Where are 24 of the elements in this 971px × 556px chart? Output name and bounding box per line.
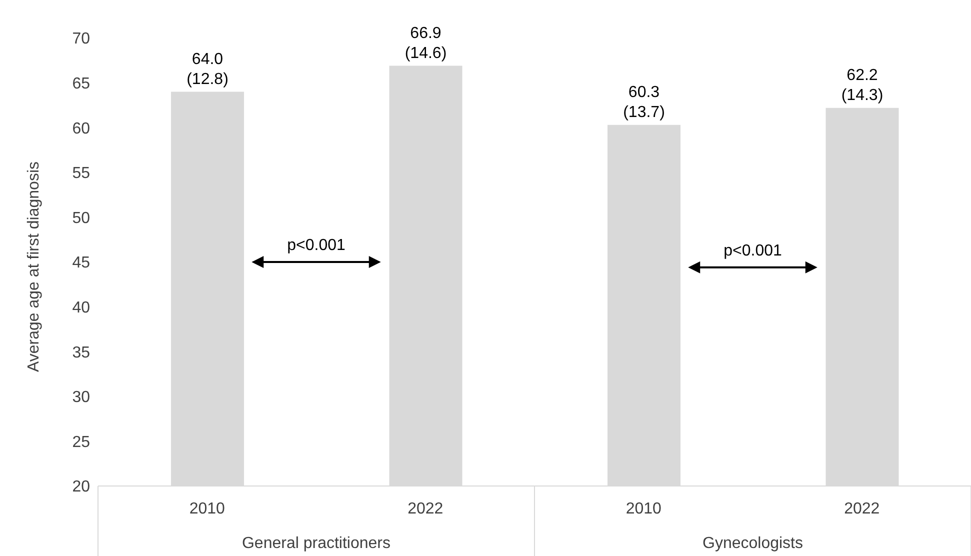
data-label: 66.9 (14.6) [404,24,447,62]
y-tick-label: 35 [72,344,90,362]
data-label: 60.3 (13.7) [623,84,665,121]
x-tick-label: 2022 [408,500,444,518]
x-tick-label: 2010 [626,500,662,518]
text: General practitioners [242,535,391,552]
y-tick-label: 55 [72,165,90,182]
y-tick-label: 25 [72,434,90,451]
y-axis-title: Average age at first diagnosis [26,162,43,372]
y-tick-label: 70 [72,30,90,48]
y-tick-label: 30 [72,389,90,406]
x-tick-label: 2022 [844,500,880,518]
y-tick-label: 60 [72,120,90,138]
annotation: p<0.001 [724,242,782,260]
annotation: p<0.001 [287,237,346,254]
y-tick-label: 20 [72,478,90,496]
y-tick-label: 50 [72,210,90,227]
text: Gynecologists [702,535,803,552]
y-tick-label: 65 [72,75,90,92]
y-tick-label: 45 [72,254,90,272]
x-tick-label: 2010 [189,500,226,518]
data-label: 64.0 (12.8) [186,50,228,88]
y-tick-label: 40 [72,299,90,316]
data-label: 62.2 (14.3) [841,66,884,104]
